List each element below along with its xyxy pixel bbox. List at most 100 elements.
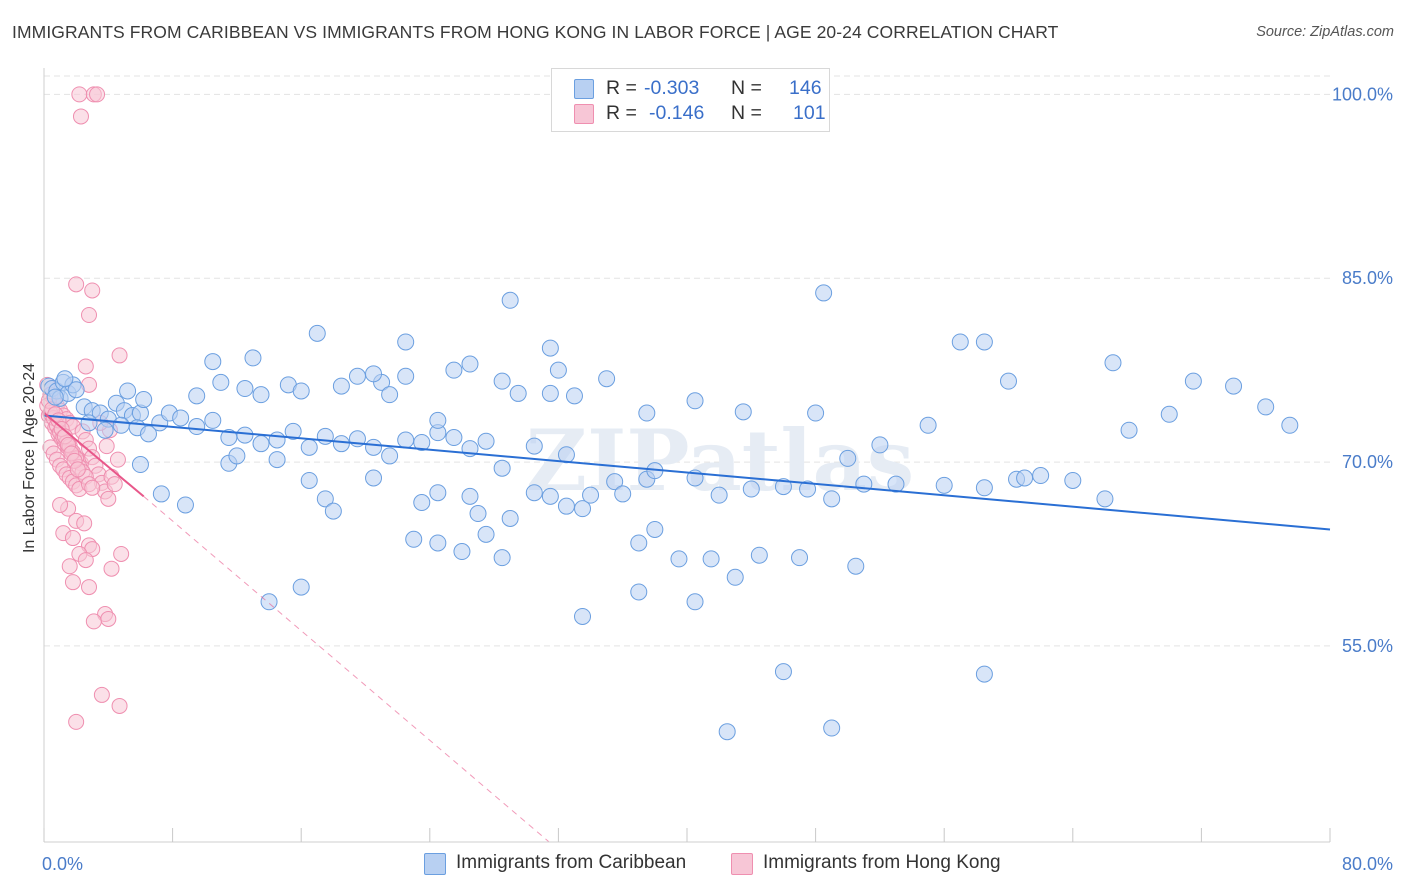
caribbean-point — [477, 432, 495, 450]
caribbean-point — [397, 431, 415, 449]
caribbean-point — [1096, 490, 1114, 508]
caribbean-point — [774, 663, 792, 681]
caribbean-point — [541, 487, 559, 505]
caribbean-point — [188, 387, 206, 405]
hong-kong-point — [52, 496, 69, 513]
caribbean-point — [1184, 372, 1202, 390]
hong-kong-point — [71, 86, 88, 103]
caribbean-point — [461, 487, 479, 505]
caribbean-point — [791, 549, 809, 567]
y-tick-label: 55.0% — [1342, 636, 1393, 656]
x-tick-label: 80.0% — [1342, 854, 1393, 874]
caribbean-point — [429, 534, 447, 552]
caribbean-point — [292, 382, 310, 400]
caribbean-point — [300, 438, 318, 456]
caribbean-point — [501, 509, 519, 527]
caribbean-point — [204, 411, 222, 429]
caribbean-point — [847, 557, 865, 575]
caribbean-swatch — [574, 79, 594, 99]
caribbean-point — [557, 497, 575, 515]
caribbean-point — [887, 475, 905, 493]
bottom-legend-label: Immigrants from Hong Kong — [763, 852, 1001, 873]
caribbean-point — [67, 381, 85, 399]
hong-kong-point — [81, 579, 98, 596]
y-tick-label: 70.0% — [1342, 452, 1393, 472]
caribbean-point — [919, 416, 937, 434]
caribbean-point — [268, 431, 286, 449]
hong-kong-point — [100, 490, 117, 507]
y-tick-label: 85.0% — [1342, 268, 1393, 288]
caribbean-point — [718, 723, 736, 741]
hong-kong-point — [77, 552, 94, 569]
caribbean-point — [316, 490, 334, 508]
caribbean-point — [252, 386, 270, 404]
caribbean-point — [501, 291, 519, 309]
caribbean-point — [975, 333, 993, 351]
caribbean-point — [119, 382, 137, 400]
caribbean-point — [365, 365, 383, 383]
caribbean-point — [381, 447, 399, 465]
caribbean-point — [799, 480, 817, 498]
caribbean-point — [541, 384, 559, 402]
caribbean-point — [638, 404, 656, 422]
hong-kong-point — [84, 282, 101, 299]
caribbean-point — [139, 425, 157, 443]
caribbean-point — [686, 593, 704, 611]
legend-n-label: N = — [731, 77, 762, 99]
caribbean-point — [188, 418, 206, 436]
legend-n-value: 146 — [789, 77, 822, 99]
caribbean-point — [1032, 467, 1050, 485]
hong-kong-point — [68, 276, 85, 293]
caribbean-point — [975, 665, 993, 683]
caribbean-point — [815, 284, 833, 302]
hong-kong-point — [106, 476, 123, 493]
legend-r-label: R = — [606, 77, 637, 99]
caribbean-point — [316, 427, 334, 445]
hong-kong-point — [111, 347, 128, 364]
caribbean-point — [365, 469, 383, 487]
hong-kong-trend-extension — [143, 496, 550, 843]
y-tick-label: 100.0% — [1332, 84, 1393, 104]
caribbean-point — [1000, 372, 1017, 390]
hong-kong-point — [89, 86, 106, 103]
hongkong-swatch — [731, 853, 753, 875]
caribbean-point — [131, 456, 149, 474]
chart-source: Source: ZipAtlas.com — [1256, 24, 1394, 40]
caribbean-point — [228, 447, 246, 465]
legend-n-label: N = — [731, 102, 762, 124]
caribbean-point — [135, 391, 153, 409]
caribbean-point — [606, 473, 624, 491]
legend-r-label: R = — [606, 102, 637, 124]
caribbean-point — [871, 436, 889, 454]
hong-kong-point — [72, 108, 89, 125]
caribbean-point — [750, 546, 768, 564]
caribbean-trend-line — [43, 414, 1331, 531]
caribbean-point — [1120, 421, 1138, 439]
hong-kong-point — [64, 574, 81, 591]
caribbean-point — [1160, 405, 1178, 423]
caribbean-point — [734, 403, 752, 421]
hong-kong-point — [85, 613, 102, 630]
caribbean-point — [176, 496, 194, 514]
caribbean-point — [975, 479, 993, 497]
caribbean-point — [565, 387, 583, 405]
caribbean-point — [598, 370, 616, 388]
caribbean-point — [413, 433, 431, 451]
hong-kong-point — [111, 697, 128, 714]
legend-r-value: -0.303 — [644, 77, 700, 99]
caribbean-point — [292, 578, 310, 596]
axes: 55.0% 70.0% 85.0% 100.0% 0.0% 80.0% — [42, 68, 1393, 874]
hong-kong-point — [68, 713, 85, 730]
caribbean-point — [332, 377, 350, 395]
caribbean-point — [702, 550, 720, 568]
caribbean-point — [525, 437, 543, 455]
caribbean-points — [40, 284, 1299, 741]
caribbean-point — [204, 353, 222, 371]
caribbean-point — [236, 426, 254, 444]
caribbean-point — [823, 490, 841, 508]
caribbean-point — [365, 438, 383, 456]
caribbean-point — [381, 386, 399, 404]
hong-kong-point — [109, 451, 126, 468]
caribbean-point — [1225, 377, 1243, 395]
